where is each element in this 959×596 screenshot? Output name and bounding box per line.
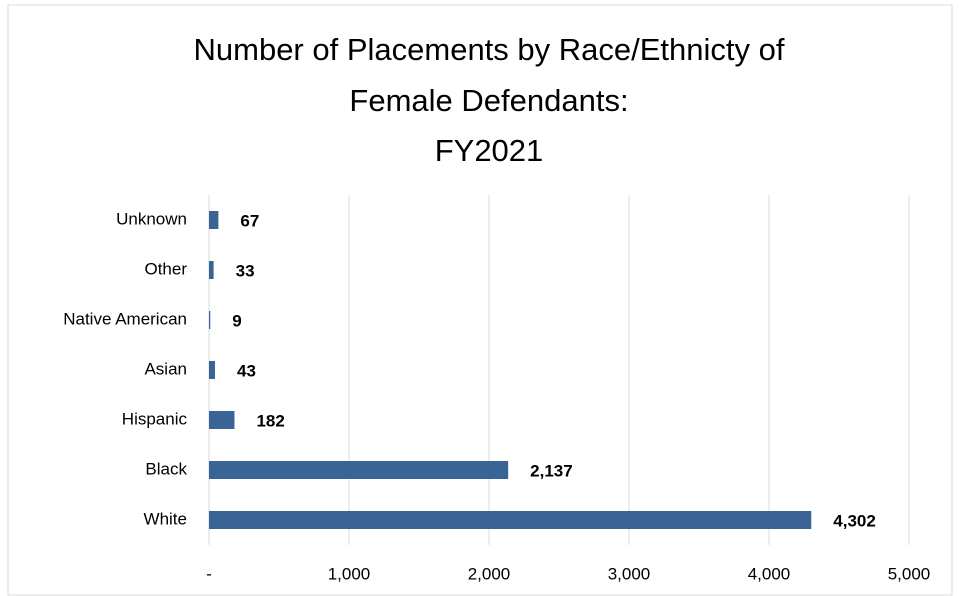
bar [209, 411, 235, 429]
chart-title: Number of Placements by Race/Ethnicty of [194, 32, 785, 67]
y-tick-label: Asian [144, 359, 187, 378]
y-tick-label: Black [145, 459, 187, 478]
data-label: 43 [237, 361, 256, 380]
bar [209, 511, 812, 529]
bar [209, 211, 219, 229]
x-tick-label: - [206, 564, 212, 583]
y-tick-label: White [144, 509, 187, 528]
data-label: 33 [236, 261, 255, 280]
x-tick-label: 5,000 [888, 564, 931, 583]
chart-title: FY2021 [435, 133, 544, 168]
bar [209, 461, 509, 479]
y-tick-label: Hispanic [122, 409, 188, 428]
data-label: 67 [240, 211, 259, 230]
data-label: 4,302 [833, 511, 876, 530]
y-tick-label: Unknown [116, 209, 187, 228]
bar [209, 311, 211, 329]
x-tick-label: 2,000 [468, 564, 511, 583]
data-label: 9 [232, 311, 241, 330]
chart-border [7, 4, 953, 596]
bar [209, 261, 214, 279]
x-tick-label: 1,000 [328, 564, 371, 583]
chart-title: Female Defendants: [349, 83, 628, 118]
data-label: 182 [256, 411, 284, 430]
y-tick-label: Native American [63, 309, 187, 328]
data-label: 2,137 [530, 461, 573, 480]
x-tick-label: 3,000 [608, 564, 651, 583]
x-tick-label: 4,000 [748, 564, 791, 583]
bar [209, 361, 216, 379]
y-tick-label: Other [144, 259, 187, 278]
